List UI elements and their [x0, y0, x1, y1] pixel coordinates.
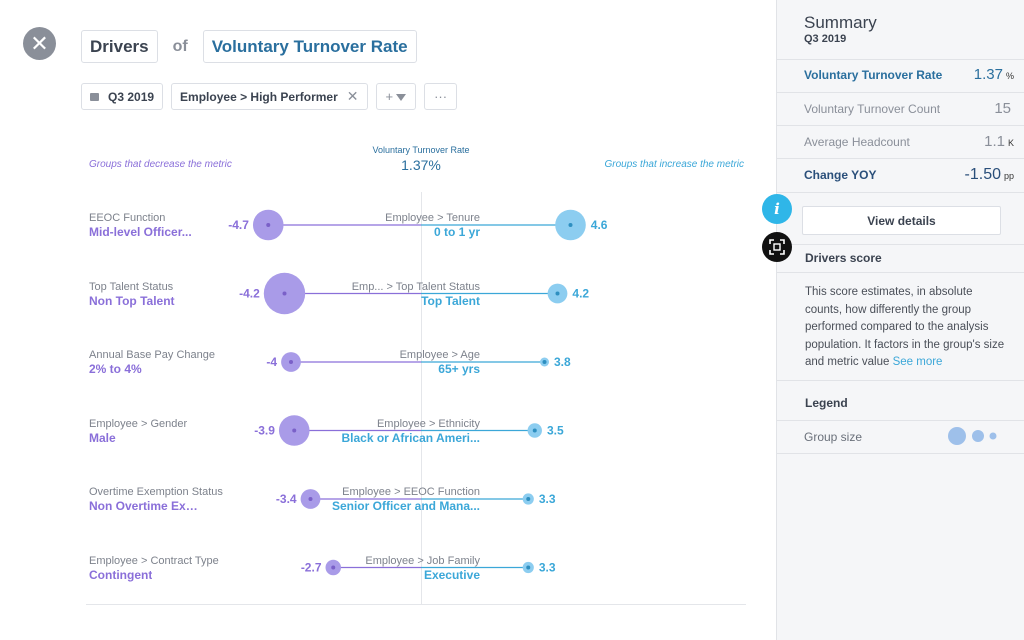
legend-dot-medium [972, 430, 984, 442]
group-size-legend [948, 427, 997, 445]
filter-funnel-icon [396, 94, 407, 101]
metric-turnover-rate: Voluntary Turnover Rate 1.37% [804, 66, 1014, 86]
left-group-name: Overtime Exemption Status [89, 486, 223, 498]
right-group-name: Employee > Job Family [365, 554, 480, 567]
summary-panel: Summary Q3 2019 Voluntary Turnover Rate … [776, 0, 1024, 640]
right-group-name: Emp... > Top Talent Status [351, 280, 480, 293]
more-options-button[interactable]: ··· [424, 83, 458, 110]
legend-dot-large [948, 427, 966, 445]
left-group-value[interactable]: Non Overtime Exempted [89, 499, 204, 513]
divider [777, 380, 1024, 381]
summary-period: Q3 2019 [804, 33, 847, 45]
segment-filter[interactable]: Employee > High Performer ✕ [171, 83, 368, 110]
filter-bar: Q3 2019 Employee > High Performer ✕ + ··… [81, 83, 458, 110]
right-group-name: Employee > Ethnicity [376, 417, 480, 430]
right-group-value[interactable]: Senior Officer and Mana... [331, 499, 480, 513]
center-metric-value: 1.37% [401, 157, 441, 173]
left-group-value[interactable]: 2% to 4% [89, 362, 142, 376]
right-group-name: Employee > EEOC Function [342, 486, 480, 498]
metric-selector[interactable]: Voluntary Turnover Rate [202, 30, 417, 63]
right-group-value[interactable]: Top Talent [421, 293, 480, 308]
center-axis [421, 192, 422, 604]
metric-label: Voluntary Turnover Rate [804, 68, 943, 82]
right-group-value[interactable]: 0 to 1 yr [433, 225, 480, 239]
driver-row: Employee > Contract Type Contingent Employ… [0, 555, 760, 595]
summary-title: Summary [804, 13, 877, 32]
metric-unit: K [1007, 138, 1014, 148]
left-group-value[interactable]: Male [89, 430, 116, 445]
info-button[interactable]: i [762, 194, 792, 224]
drivers-score-description: This score estimates, in absolute counts… [805, 284, 1005, 372]
more-options-label: ··· [434, 89, 448, 104]
close-icon: ✕ [30, 30, 49, 56]
left-group-name: EEOC Function [89, 212, 166, 224]
metric-change-yoy: Change YOY -1.50 pp [804, 166, 1014, 186]
view-details-button[interactable]: View details [802, 206, 1001, 235]
metric-label: Voluntary Turnover Count [804, 102, 941, 116]
screenshot-button[interactable] [762, 232, 792, 262]
metric-turnover-count: Voluntary Turnover Count 15 [804, 100, 1014, 120]
right-group-name: Employee > Tenure [385, 212, 480, 224]
divider [777, 125, 1024, 126]
left-group-value[interactable]: Contingent [89, 567, 153, 582]
metric-unit: pp [1003, 171, 1014, 181]
info-icon: i [774, 200, 780, 218]
divider [777, 192, 1024, 193]
title-of-label: of [172, 37, 188, 55]
legend-title: Legend [805, 396, 848, 410]
divider [777, 92, 1024, 93]
drivers-score-title: Drivers score [805, 251, 882, 265]
add-filter-button[interactable]: + [375, 83, 417, 110]
divider [777, 272, 1024, 273]
left-group-value[interactable]: Mid-level Officer... [89, 225, 192, 239]
metric-label: Average Headcount [804, 135, 910, 149]
metric-value: -1.50 [964, 166, 1001, 183]
legend-dot-small [989, 432, 997, 440]
metric-unit: % [1005, 71, 1014, 81]
metric-label: Change YOY [804, 168, 877, 182]
page-title: Drivers of Voluntary Turnover Rate [81, 30, 417, 63]
metric-value: 15 [994, 100, 1011, 117]
close-button[interactable]: ✕ [23, 27, 56, 60]
decrease-header: Groups that decrease the metric [89, 159, 232, 170]
left-group-name: Annual Base Pay Change [89, 349, 215, 361]
period-filter-label: Q3 2019 [108, 89, 155, 104]
increase-header: Groups that increase the metric [604, 159, 744, 170]
center-metric-label: Voluntary Turnover Rate [372, 145, 470, 155]
right-group-name: Employee > Age [399, 349, 480, 361]
metric-value: 1.37 [973, 66, 1003, 83]
drivers-selector[interactable]: Drivers [81, 30, 158, 63]
right-group-value[interactable]: 65+ yrs [438, 362, 480, 376]
calendar-icon [90, 92, 99, 101]
metric-average-headcount: Average Headcount 1.1 K [804, 133, 1014, 153]
drivers-score-text: This score estimates, in absolute counts… [805, 286, 1005, 368]
left-group-name: Employee > Gender [89, 417, 188, 430]
left-group-name: Top Talent Status [89, 280, 174, 293]
see-more-link[interactable]: See more [892, 356, 943, 368]
driver-row: Top Talent Status Non Top Talent Emp... > … [0, 281, 760, 321]
right-group-value[interactable]: Black or African Ameri... [341, 430, 481, 445]
divider [777, 420, 1024, 421]
remove-filter-icon[interactable]: ✕ [346, 88, 359, 104]
chart-baseline [86, 604, 746, 605]
metric-value: 1.1 [984, 133, 1005, 150]
divider [777, 453, 1024, 454]
period-filter[interactable]: Q3 2019 [81, 83, 164, 110]
group-size-label: Group size [804, 430, 863, 444]
driver-row: Annual Base Pay Change 2% to 4% Employee >… [0, 349, 760, 389]
driver-row: EEOC Function Mid-level Officer... Employe… [0, 212, 760, 252]
divider [777, 244, 1024, 245]
left-group-value[interactable]: Non Top Talent [89, 293, 175, 308]
left-group-name: Employee > Contract Type [89, 554, 219, 567]
driver-row: Employee > Gender Male Employee > Ethnicit… [0, 418, 760, 458]
driver-row: Overtime Exemption Status Non Overtime Ex… [0, 486, 760, 526]
scan-icon [769, 239, 785, 255]
segment-filter-label: Employee > High Performer [180, 89, 338, 104]
divider [777, 59, 1024, 60]
divider [777, 158, 1024, 159]
right-group-value[interactable]: Executive [423, 567, 480, 582]
add-filter-label: + [385, 89, 394, 104]
center-metric: Voluntary Turnover Rate 1.37% [355, 145, 487, 173]
